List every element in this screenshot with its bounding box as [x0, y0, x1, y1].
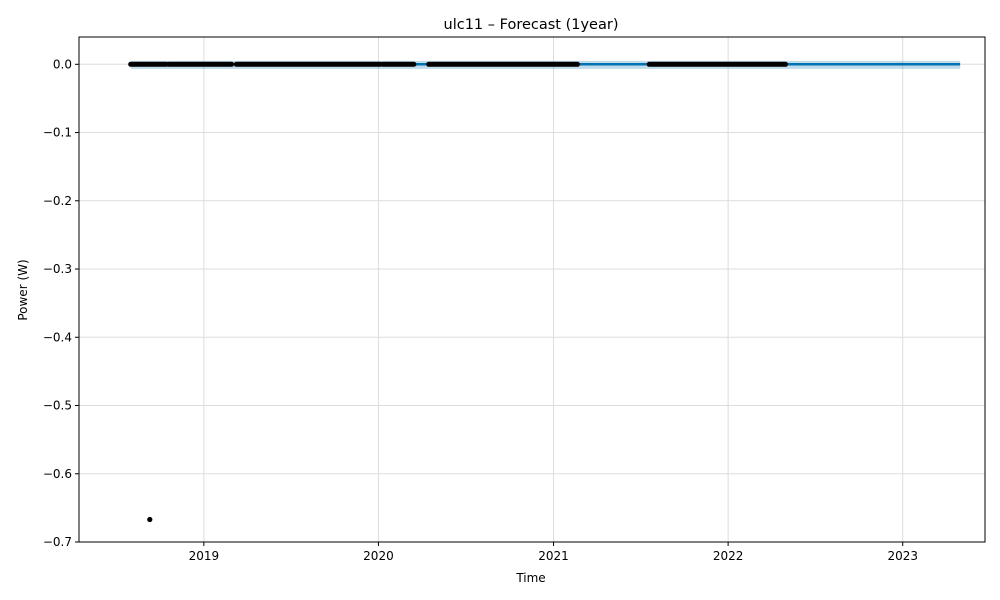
x-tick-label: 2021 — [538, 549, 569, 563]
observed-points-layer — [128, 61, 789, 523]
x-tick-label: 2022 — [713, 549, 744, 563]
plot-frame — [78, 36, 986, 543]
y-tick-label: −0.6 — [43, 467, 72, 481]
x-tick-label: 2023 — [887, 549, 918, 563]
y-tick-label: −0.2 — [43, 194, 72, 208]
x-tick-label: 2020 — [363, 549, 394, 563]
x-axis-ticks: 2019 2020 2021 2022 2023 — [189, 542, 918, 563]
y-tick-label: −0.4 — [43, 330, 72, 344]
outlier-point — [147, 516, 153, 523]
x-axis-label: Time — [515, 571, 545, 585]
y-axis-ticks: 0.0 −0.1 −0.2 −0.3 −0.4 −0.5 −0.6 −0.7 — [43, 57, 79, 549]
grid-lines — [79, 37, 985, 543]
y-tick-label: −0.5 — [43, 399, 72, 413]
y-tick-label: 0.0 — [53, 57, 72, 71]
chart-title: ulc11 – Forecast (1year) — [444, 17, 619, 33]
y-tick-label: −0.3 — [43, 262, 72, 276]
y-tick-label: −0.1 — [43, 126, 72, 140]
x-tick-label: 2019 — [189, 549, 220, 563]
y-tick-label: −0.7 — [43, 535, 72, 549]
y-axis-label: Power (W) — [16, 259, 30, 320]
